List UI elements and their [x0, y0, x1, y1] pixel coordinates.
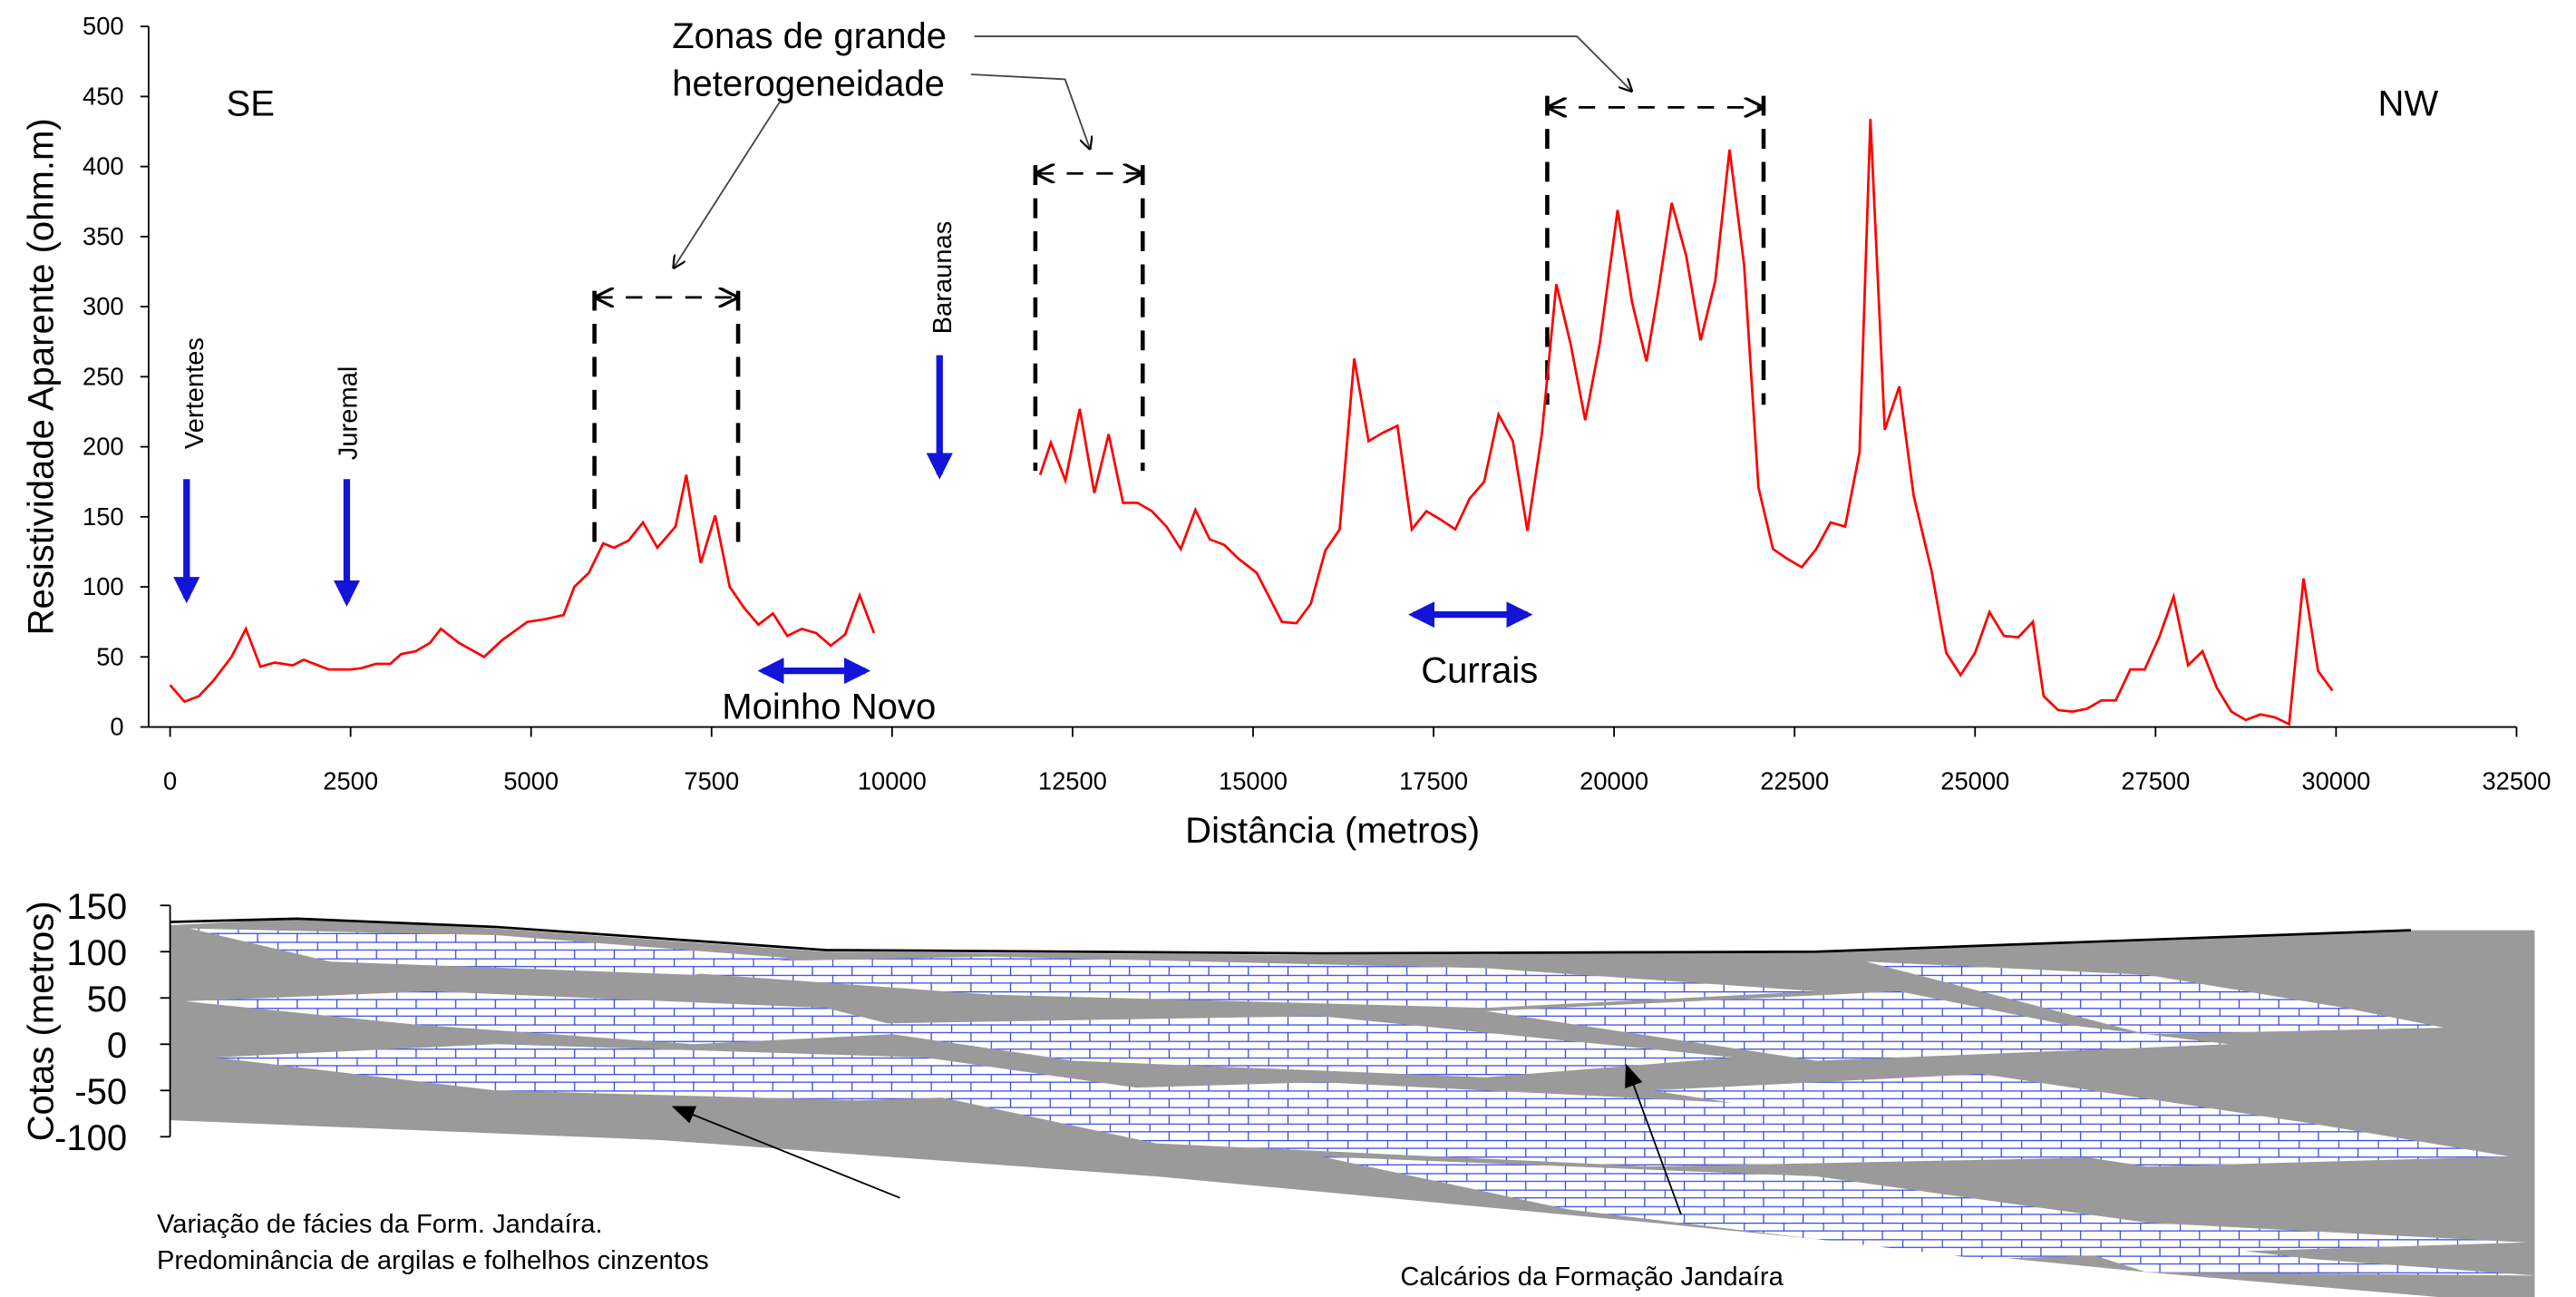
y-tick-label: 0 [107, 1026, 127, 1066]
annotation: Moinho Novo [722, 687, 936, 727]
x-tick-label: 7500 [684, 767, 739, 795]
x-tick-label: 25000 [1940, 767, 2009, 795]
annotation: SE [226, 84, 274, 124]
y-tick-label: 250 [83, 362, 124, 390]
y-tick-label: 500 [83, 12, 124, 40]
y-axis-label: Cotas (metros) [21, 901, 61, 1141]
y-tick-label: 400 [83, 152, 124, 180]
cross-section [170, 917, 2535, 1297]
pointer-arrow [1625, 1063, 1682, 1215]
zone-box [592, 95, 1766, 554]
y-tick-label: 450 [83, 82, 124, 110]
x-tick-label: 10000 [858, 767, 927, 795]
y-tick-label: -100 [54, 1118, 127, 1158]
annotation: Juremal [334, 366, 363, 461]
annotation: Currais [1421, 650, 1538, 690]
x-tick-label: 30000 [2301, 767, 2370, 795]
x-tick-label: 27500 [2121, 767, 2190, 795]
y-tick-label: 0 [110, 713, 123, 741]
annotation: Variação de fácies da Form. Jandaíra. [157, 1210, 603, 1239]
annotation: Calcários da Formação Jandaíra [1400, 1263, 1784, 1292]
pointer-arrow [671, 1106, 900, 1199]
data-line [169, 119, 2334, 727]
y-tick-label: 150 [83, 502, 124, 531]
leader-line [970, 73, 1090, 149]
annotation: heterogeneidade [672, 64, 945, 104]
y-tick-label: 300 [83, 292, 124, 320]
x-tick-label: 22500 [1760, 767, 1829, 795]
y-tick-label: 350 [83, 222, 124, 250]
annotation: Baraunas [928, 221, 957, 335]
x-tick-label: 15000 [1219, 767, 1288, 795]
y-tick-label: 150 [66, 887, 127, 927]
y-tick-label: 50 [96, 642, 123, 670]
y-tick-label: 100 [66, 933, 127, 973]
y-tick-label: 200 [83, 433, 124, 461]
leader-line [974, 35, 1631, 91]
x-tick-label: 20000 [1580, 767, 1648, 795]
y-tick-label: -50 [74, 1072, 127, 1112]
x-tick-label: 12500 [1038, 767, 1107, 795]
leader-line [674, 102, 781, 268]
x-tick-label: 0 [163, 767, 177, 795]
annotation: Predominância de argilas e folhelhos cin… [157, 1246, 709, 1275]
x-tick-label: 17500 [1399, 767, 1468, 795]
annotation: Zonas de grande [672, 16, 947, 56]
x-tick-label: 5000 [503, 767, 559, 795]
x-tick-label: 2500 [323, 767, 378, 795]
annotation: Vertentes [180, 337, 209, 449]
annotation: NW [2377, 84, 2438, 124]
x-axis-label: Distância (metros) [1185, 811, 1480, 851]
y-axis-label: Resistividade Aparente (ohm.m) [21, 118, 61, 635]
y-tick-label: 100 [83, 572, 124, 600]
y-tick-label: 50 [87, 980, 128, 1019]
x-tick-label: 32500 [2482, 767, 2551, 795]
